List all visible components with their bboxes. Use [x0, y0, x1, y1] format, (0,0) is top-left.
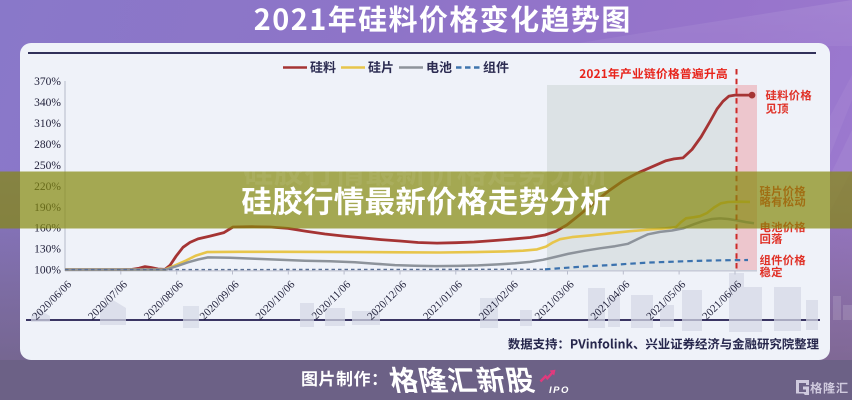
svg-text:IPO: IPO — [549, 385, 570, 396]
svg-text:130%: 130% — [34, 244, 61, 256]
svg-text:2020/12/06: 2020/12/06 — [365, 278, 409, 322]
svg-text:340%: 340% — [34, 97, 61, 109]
svg-text:280%: 280% — [34, 139, 61, 151]
svg-text:2021/01/06: 2021/01/06 — [421, 278, 465, 322]
svg-text:2021/03/06: 2021/03/06 — [533, 278, 577, 322]
svg-text:2020/10/06: 2020/10/06 — [253, 278, 297, 322]
svg-text:370%: 370% — [34, 76, 61, 88]
svg-text:2020/06/06: 2020/06/06 — [30, 278, 74, 322]
svg-text:310%: 310% — [34, 118, 61, 130]
svg-text:100%: 100% — [34, 265, 61, 277]
svg-text:250%: 250% — [34, 160, 61, 172]
svg-text:2020/09/06: 2020/09/06 — [198, 278, 242, 322]
svg-text:2020/08/06: 2020/08/06 — [142, 278, 186, 322]
